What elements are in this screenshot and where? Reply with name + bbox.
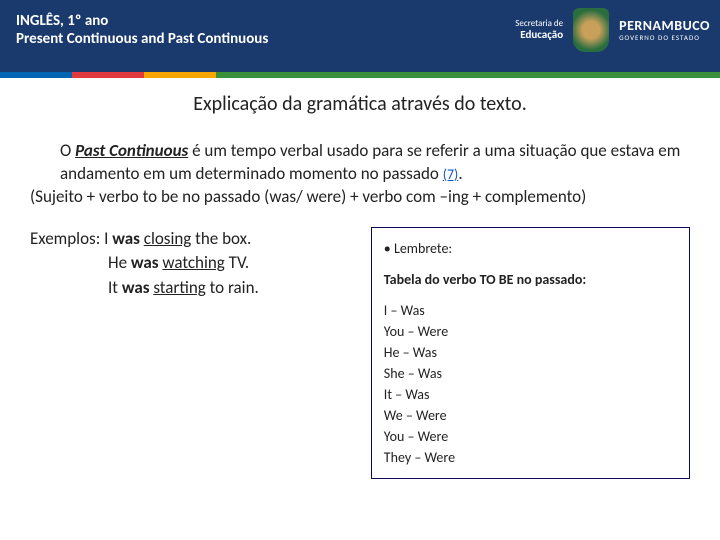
tobe-row: I – Was bbox=[384, 300, 677, 321]
secretaria-logo-text: Secretaria de Educação bbox=[515, 19, 563, 41]
state-crest-icon bbox=[573, 8, 609, 52]
header-right: Secretaria de Educação PERNAMBUCO GOVERN… bbox=[515, 8, 710, 52]
term-past-continuous: Past Continuous bbox=[75, 140, 188, 161]
tobe-row: We – Were bbox=[384, 405, 677, 426]
tobe-table-box: • Lembrete: Tabela do verbo TO BE no pas… bbox=[371, 227, 690, 479]
color-stripe bbox=[0, 72, 720, 78]
page-title: Explicação da gramática através do texto… bbox=[30, 92, 690, 116]
reference-link[interactable]: (7) bbox=[443, 166, 459, 183]
lembrete-label: Lembrete: bbox=[394, 240, 452, 257]
examples-block: Exemplos: I was closing the box. He was … bbox=[30, 227, 347, 479]
tobe-table-title: Tabela do verbo TO BE no passado: bbox=[384, 269, 677, 290]
pernambuco-logo-text: PERNAMBUCO GOVERNO DO ESTADO bbox=[619, 18, 710, 41]
slide-header: INGLÊS, 1º ano Present Continuous and Pa… bbox=[0, 0, 720, 72]
tobe-row: You – Were bbox=[384, 426, 677, 447]
tobe-row: They – Were bbox=[384, 447, 677, 468]
intro-text: O Past Continuous é um tempo verbal usad… bbox=[30, 140, 690, 209]
tobe-row: It – Was bbox=[384, 384, 677, 405]
tobe-row: He – Was bbox=[384, 342, 677, 363]
formula-line: (Sujeito + verbo to be no passado (was/ … bbox=[30, 186, 690, 209]
lower-row: Exemplos: I was closing the box. He was … bbox=[30, 227, 690, 479]
tobe-row: You – Were bbox=[384, 321, 677, 342]
tobe-row: She – Was bbox=[384, 363, 677, 384]
slide-content: Explicação da gramática através do texto… bbox=[0, 78, 720, 479]
